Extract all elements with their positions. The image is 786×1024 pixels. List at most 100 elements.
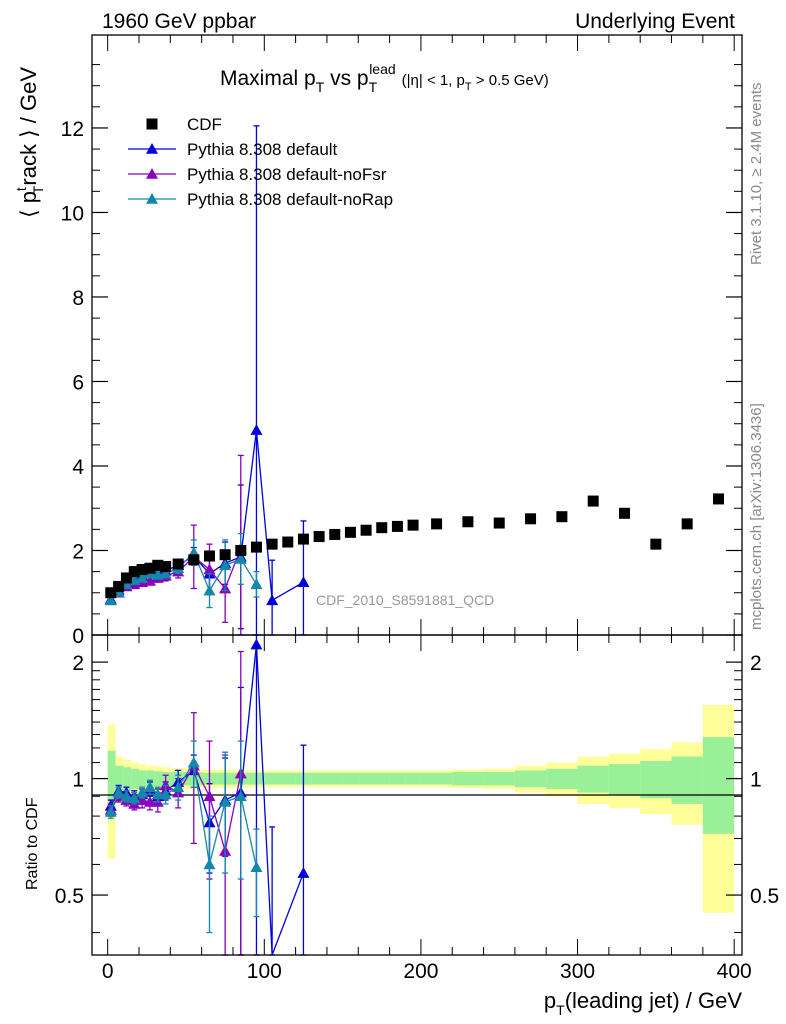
cdf-data-point: [360, 524, 372, 536]
ratio-inner-band-segment: [389, 772, 406, 785]
main-y-tick-label: 0: [72, 625, 84, 648]
title-sub3: T: [465, 81, 472, 93]
ratio-inner-band-segment: [131, 768, 139, 789]
xlabel-sub: T: [556, 1002, 565, 1018]
ratio-inner-band-segment: [279, 772, 296, 785]
cdf-data-point: [681, 518, 693, 530]
cdf-data-point: [235, 544, 247, 556]
cdf-data-point: [462, 516, 474, 528]
cdf-data-point: [431, 518, 443, 530]
legend: CDF Pythia 8.308 default Pythia 8.308 defa…: [128, 115, 393, 209]
main-series-point: [250, 578, 263, 590]
x-tick-label: 400: [717, 960, 752, 983]
ratio-inner-band-segment: [577, 765, 609, 793]
ratio-series-point: [143, 795, 156, 807]
ratio-inner-band-segment: [671, 756, 703, 804]
title-sub2: T: [369, 79, 378, 95]
cdf-data-point: [203, 550, 215, 562]
cdf-data-point: [587, 495, 599, 507]
main-series-point: [136, 571, 149, 583]
ratio-y-tick-label-right: 1: [750, 769, 762, 792]
analysis-watermark: CDF_2010_S8591881_QCD: [316, 592, 494, 608]
legend-marker-triangle: [146, 143, 158, 154]
legend-label: Pythia 8.308 default-noRap: [187, 190, 393, 209]
cdf-data-point: [376, 522, 388, 534]
ylabel-pre: ⟨ p: [16, 191, 41, 218]
ratio-inner-band-segment: [162, 771, 171, 786]
main-series-point: [159, 567, 172, 579]
title-tail: (|η| < 1, p: [402, 72, 465, 89]
main-y-tick-label: 10: [61, 202, 84, 225]
legend-marker-triangle: [146, 168, 158, 179]
cdf-data-point: [136, 564, 148, 576]
ratio-series-point: [112, 786, 125, 798]
ratio-series-point: [203, 858, 216, 870]
cdf-data-point: [120, 572, 132, 584]
ratio-inner-band-segment: [514, 770, 547, 788]
x-axis-label: pT(leading jet) / GeV: [544, 988, 742, 1018]
chart-title: Maximal pT vs pTlead(|η| < 1, pT > 0.5 G…: [220, 61, 549, 95]
cdf-data-point: [128, 566, 140, 578]
title-mid: vs p: [324, 67, 368, 90]
cdf-data-point: [266, 538, 278, 550]
ratio-series-point: [234, 790, 247, 802]
ratio-y-tick-label: 2: [72, 652, 84, 675]
ratio-inner-band-segment: [483, 771, 515, 786]
legend-marker-triangle: [146, 193, 158, 204]
mcplots-credit-label: mcplots.cern.ch [arXiv:1306.3436]: [748, 403, 765, 630]
ratio-inner-band-segment: [608, 764, 641, 795]
ratio-inner-band-segment: [115, 765, 124, 793]
header-left: 1960 GeV ppbar: [102, 10, 256, 33]
ratio-y-tick-label-right: 2: [750, 652, 762, 675]
main-series-layer: [104, 125, 725, 636]
ylabel-sup: t: [13, 187, 29, 191]
main-series-point: [203, 584, 216, 596]
cdf-data-point: [144, 562, 156, 574]
x-tick-label: 300: [560, 960, 595, 983]
ratio-uncertainty-bands: [107, 704, 735, 913]
ratio-series-point: [219, 795, 232, 807]
cdf-data-point: [713, 493, 725, 505]
cdf-data-point: [650, 538, 662, 550]
cdf-data-point: [407, 519, 419, 531]
legend-label: Pythia 8.308 default-noFsr: [187, 165, 387, 184]
ratio-inner-band-segment: [342, 772, 359, 785]
ratio-inner-band-segment: [373, 772, 390, 785]
cdf-data-point: [525, 513, 537, 525]
main-series-point: [104, 594, 117, 606]
ratio-inner-band-segment: [264, 772, 280, 785]
ratio-y-tick-label: 1: [72, 769, 84, 792]
ratio-series-point: [187, 756, 200, 768]
cdf-data-point: [313, 531, 325, 543]
main-x-ticks: [107, 35, 735, 635]
cdf-data-point: [188, 554, 200, 566]
ratio-series-point: [104, 805, 117, 817]
ratio-inner-band-segment: [146, 770, 155, 788]
xlabel-post: (leading jet) / GeV: [565, 988, 743, 1013]
main-series-point: [219, 559, 232, 571]
ratio-inner-band-segment: [702, 737, 735, 834]
main-y-tick-label: 8: [72, 287, 84, 310]
cdf-data-point: [329, 528, 341, 540]
cdf-data-point: [282, 536, 294, 548]
x-tick-label: 200: [403, 960, 438, 983]
main-series-point: [250, 424, 263, 435]
ratio-inner-band-segment: [311, 772, 327, 785]
ratio-inner-band-segment: [138, 770, 147, 788]
cdf-data-point: [250, 541, 262, 553]
title-sup2: lead: [369, 61, 395, 77]
ratio-series-point: [136, 786, 149, 798]
main-y-tick-label: 2: [72, 540, 84, 563]
cdf-data-point: [344, 526, 356, 538]
ylabel-post: rack ⟩ / GeV: [16, 67, 41, 186]
ratio-series-point: [172, 781, 185, 793]
legend-label: CDF: [187, 115, 222, 134]
ratio-series-point: [143, 781, 156, 793]
header-right: Underlying Event: [575, 10, 735, 33]
xlabel-pre: p: [544, 988, 556, 1013]
ratio-series-point: [203, 790, 216, 802]
ratio-inner-band-segment: [546, 768, 578, 789]
title-sub1: T: [316, 79, 325, 95]
